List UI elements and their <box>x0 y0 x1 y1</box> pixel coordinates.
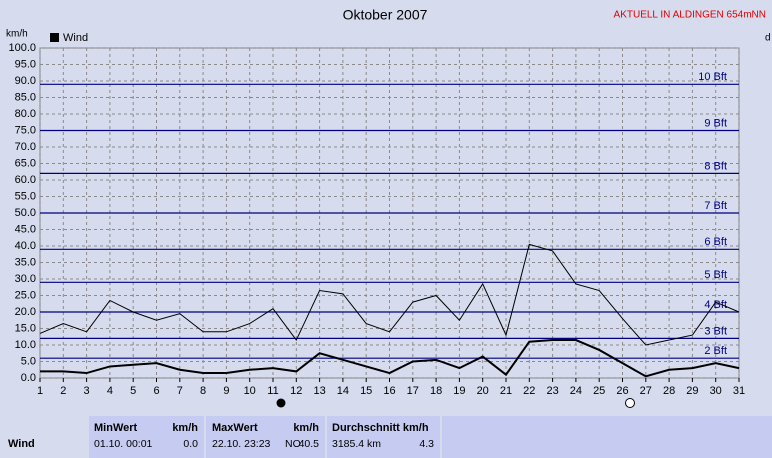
series-line <box>39 243 740 346</box>
cell-text: 40.5 <box>299 438 320 450</box>
x-tick-label: 13 <box>313 385 325 397</box>
beaufort-label: 5 Bft <box>704 269 727 281</box>
x-tick-label: 10 <box>244 385 256 397</box>
x-tick-label: 1 <box>37 385 43 397</box>
legend-label: Wind <box>63 32 88 44</box>
cell <box>206 416 325 458</box>
x-tick-label: 30 <box>710 385 722 397</box>
y-tick-label: 20.0 <box>15 306 36 318</box>
full-moon-icon <box>625 398 635 408</box>
cell-text: 4.3 <box>419 438 434 450</box>
x-tick-label: 22 <box>523 385 535 397</box>
x-tick-label: 2 <box>60 385 66 397</box>
y-tick-label: 70.0 <box>15 141 36 153</box>
column-header: Durchschnitt km/h <box>332 422 429 434</box>
row-label: Wind <box>8 438 35 450</box>
column-header: km/h <box>293 422 319 434</box>
y-tick-label: 90.0 <box>15 75 36 87</box>
y-tick-label: 95.0 <box>15 58 36 70</box>
x-tick-label: 12 <box>290 385 302 397</box>
series-line <box>40 339 740 378</box>
chart-title: Oktober 2007 <box>343 7 428 23</box>
x-tick-label: 19 <box>453 385 465 397</box>
y-tick-label: 100.0 <box>8 42 36 54</box>
x-tick-label: 4 <box>107 385 113 397</box>
x-tick-label: 31 <box>733 385 745 397</box>
y-axis-label: km/h <box>6 29 28 40</box>
cell-text: 0.0 <box>183 438 198 450</box>
beaufort-label: 8 Bft <box>704 160 727 172</box>
x-tick-label: 15 <box>360 385 372 397</box>
y-tick-label: 50.0 <box>15 207 36 219</box>
x-tick-label: 6 <box>153 385 159 397</box>
cell-text: 22.10. 23:23 <box>212 438 271 450</box>
cell-text: NO <box>285 438 301 450</box>
x-tick-label: 23 <box>546 385 558 397</box>
cell <box>327 416 440 458</box>
x-tick-label: 21 <box>500 385 512 397</box>
legend-swatch <box>50 33 59 42</box>
beaufort-label: 4 Bft <box>704 299 727 311</box>
x-tick-label: 3 <box>84 385 90 397</box>
beaufort-label: 9 Bft <box>704 117 727 129</box>
x-tick-label: 7 <box>177 385 183 397</box>
y-tick-label: 80.0 <box>15 108 36 120</box>
column-header: MaxWert <box>212 422 258 434</box>
x-tick-label: 29 <box>686 385 698 397</box>
y-tick-label: 35.0 <box>15 256 36 268</box>
subtitle: AKTUELL IN ALDINGEN 654mNN <box>614 10 766 21</box>
beaufort-label: 2 Bft <box>704 345 727 357</box>
x-tick-label: 16 <box>383 385 395 397</box>
beaufort-label: 7 Bft <box>704 200 727 212</box>
cell <box>89 416 204 458</box>
y-tick-label: 15.0 <box>15 322 36 334</box>
column-header: MinWert <box>94 422 138 434</box>
y-tick-label: 75.0 <box>15 124 36 136</box>
y-tick-label: 40.0 <box>15 240 36 252</box>
y-tick-label: 25.0 <box>15 289 36 301</box>
beaufort-label: 3 Bft <box>704 325 727 337</box>
x-tick-label: 20 <box>477 385 489 397</box>
y-tick-label: 65.0 <box>15 157 36 169</box>
y2-axis-label: d <box>765 33 771 44</box>
new-moon-icon <box>276 398 286 408</box>
cell <box>442 416 772 458</box>
x-tick-label: 18 <box>430 385 442 397</box>
y-tick-label: 55.0 <box>15 190 36 202</box>
x-tick-label: 27 <box>640 385 652 397</box>
x-tick-label: 11 <box>267 385 278 397</box>
cell-text: 3185.4 km <box>332 438 381 450</box>
y-tick-label: 85.0 <box>15 91 36 103</box>
x-tick-label: 28 <box>663 385 675 397</box>
beaufort-label: 10 Bft <box>698 71 727 83</box>
x-tick-label: 9 <box>223 385 229 397</box>
stats-table <box>0 413 772 458</box>
y-tick-label: 45.0 <box>15 223 36 235</box>
y-tick-label: 0.0 <box>21 372 36 384</box>
beaufort-label: 6 Bft <box>704 236 727 248</box>
x-tick-label: 25 <box>593 385 605 397</box>
y-tick-label: 60.0 <box>15 174 36 186</box>
x-tick-label: 26 <box>616 385 628 397</box>
x-tick-label: 8 <box>200 385 206 397</box>
y-tick-label: 30.0 <box>15 273 36 285</box>
x-tick-label: 24 <box>570 385 582 397</box>
y-tick-label: 5.0 <box>21 355 36 367</box>
column-header: km/h <box>172 422 198 434</box>
x-tick-label: 5 <box>130 385 136 397</box>
x-tick-label: 14 <box>337 385 349 397</box>
cell-text: 01.10. 00:01 <box>94 438 153 450</box>
x-tick-label: 17 <box>407 385 419 397</box>
y-tick-label: 10.0 <box>15 339 36 351</box>
